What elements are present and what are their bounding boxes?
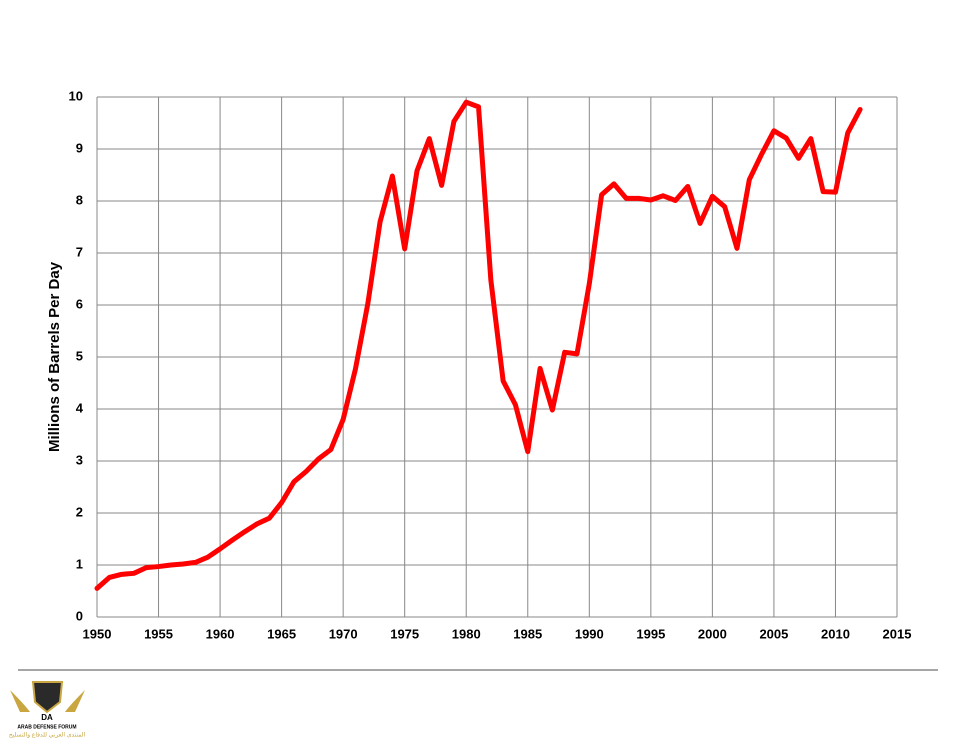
logo: DA ARAB DEFENSE FORUM المنتدى العربي للد… — [9, 681, 86, 739]
x-tick-label: 1985 — [513, 626, 542, 641]
x-tick-label: 2000 — [698, 626, 727, 641]
y-tick-label: 5 — [76, 348, 83, 363]
x-tick-label: 2010 — [821, 626, 850, 641]
x-tick-label: 1975 — [390, 626, 419, 641]
x-tick-label: 1990 — [575, 626, 604, 641]
logo-arabic: المنتدى العربي للدفاع والتسليح — [9, 732, 86, 739]
y-tick-label: 6 — [76, 296, 83, 311]
data-line — [94, 99, 863, 591]
y-tick-label: 1 — [76, 556, 83, 571]
x-tick-label: 1995 — [636, 626, 665, 641]
y-tick-label: 2 — [76, 504, 83, 519]
y-axis-label: Millions of Barrels Per Day — [46, 261, 63, 452]
logo-name: ARAB DEFENSE FORUM — [17, 724, 76, 730]
logo-shield — [31, 681, 64, 714]
y-tick-label: 8 — [76, 192, 83, 207]
x-tick-label: 1955 — [144, 626, 173, 641]
x-tick-label: 1960 — [206, 626, 235, 641]
x-tick-label: 1965 — [267, 626, 296, 641]
y-tick-label: 0 — [76, 608, 83, 623]
y-tick-label: 7 — [76, 244, 83, 259]
y-tick-label: 3 — [76, 452, 83, 467]
y-tick-label: 10 — [69, 88, 83, 103]
y-tick-label: 9 — [76, 140, 83, 155]
x-tick-label: 2005 — [759, 626, 788, 641]
y-tick-label: 4 — [76, 400, 84, 415]
x-tick-label: 1970 — [329, 626, 358, 641]
x-tick-label: 1980 — [452, 626, 481, 641]
x-tick-label: 2015 — [883, 626, 912, 641]
logo-initials: DA — [41, 713, 53, 722]
x-tick-label: 1950 — [83, 626, 112, 641]
